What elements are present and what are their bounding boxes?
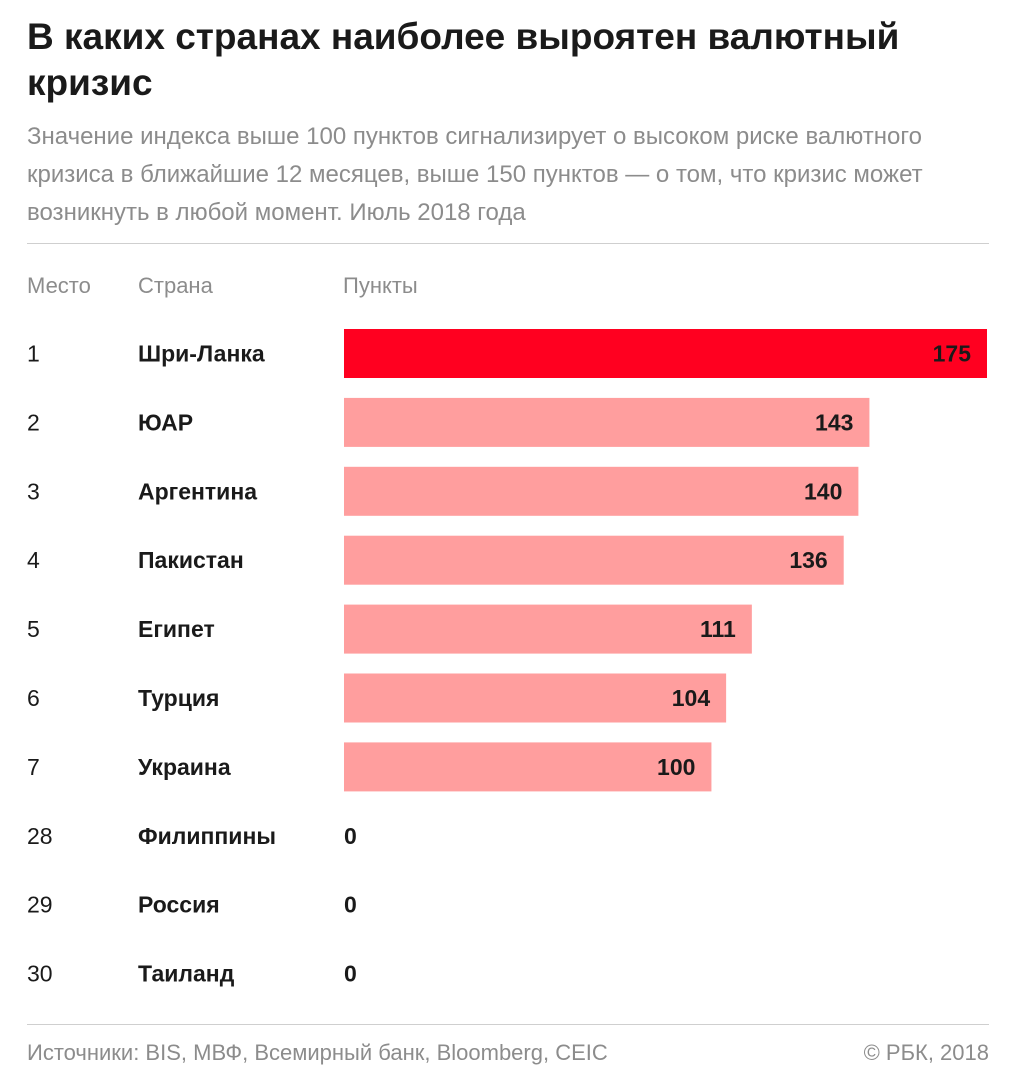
rank-label: 2	[27, 409, 40, 435]
rank-label: 28	[27, 823, 53, 849]
copyright-note: © РБК, 2018	[863, 1040, 989, 1065]
country-label: Таиланд	[138, 961, 235, 987]
rank-label: 1	[27, 341, 40, 367]
rank-label: 3	[27, 478, 40, 504]
chart-subtitle: Значение индекса выше 100 пунктов сигнал…	[27, 123, 923, 226]
value-label: 104	[672, 685, 711, 711]
column-header-rank: Место	[27, 273, 91, 298]
bar	[344, 742, 712, 792]
country-label: Турция	[138, 685, 219, 711]
bar	[344, 397, 870, 447]
header-divider	[27, 243, 989, 244]
chart-title: В каких странах наиболее выроятен валютн…	[27, 16, 900, 103]
column-header-points: Пункты	[343, 273, 418, 298]
bar	[344, 604, 752, 654]
country-label: Украина	[138, 754, 231, 780]
country-label: Филиппины	[138, 823, 276, 849]
bar	[344, 535, 844, 585]
footer-divider	[27, 1024, 989, 1025]
country-label: Россия	[138, 892, 220, 918]
value-label: 100	[657, 754, 695, 780]
value-label: 143	[815, 409, 853, 435]
value-label: 136	[789, 547, 827, 573]
rank-label: 7	[27, 754, 40, 780]
rank-label: 29	[27, 892, 53, 918]
rank-label: 4	[27, 547, 40, 573]
rank-label: 5	[27, 616, 40, 642]
country-label: Аргентина	[138, 478, 257, 504]
country-label: Пакистан	[138, 547, 244, 573]
column-header-country: Страна	[138, 273, 213, 298]
bar	[344, 329, 987, 378]
value-label: 0	[344, 823, 357, 849]
country-label: Египет	[138, 616, 215, 642]
country-label: ЮАР	[138, 409, 193, 435]
value-label: 140	[804, 478, 842, 504]
bar	[344, 466, 859, 516]
bar	[344, 673, 727, 723]
source-note: Источники: BIS, МВФ, Всемирный банк, Blo…	[27, 1040, 608, 1065]
country-label: Шри-Ланка	[138, 341, 265, 367]
value-label: 175	[933, 341, 972, 367]
value-label: 0	[344, 892, 357, 918]
value-label: 0	[344, 961, 357, 987]
rank-label: 30	[27, 961, 53, 987]
rank-label: 6	[27, 685, 40, 711]
value-label: 111	[700, 616, 736, 642]
